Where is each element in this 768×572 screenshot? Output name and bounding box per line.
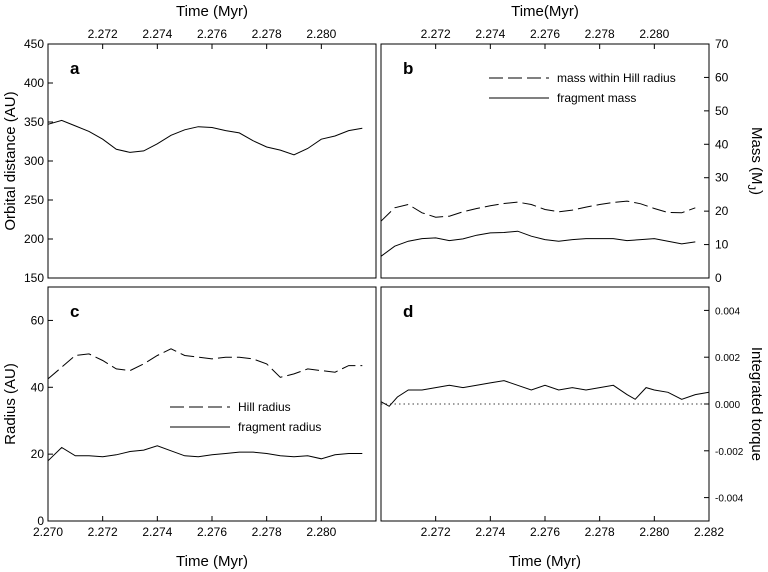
- panel-a: a 150 200 250 300 350 400 450 2.272 2.274 2.276 2.2…: [2, 3, 377, 285]
- y-axis-title: Orbital distance (AU): [2, 91, 19, 230]
- x-tick-label: 2.274: [475, 525, 505, 539]
- x-tick-label: 2.272: [88, 27, 118, 41]
- x-tick-label: 2.272: [421, 27, 451, 41]
- y-tick-label: 400: [24, 76, 44, 90]
- y-tick-label: 250: [24, 193, 44, 207]
- legend-label: fragment mass: [557, 91, 636, 105]
- y-tick-label: 60: [31, 313, 45, 327]
- y-tick-label: 60: [715, 70, 729, 84]
- y-axis-title: Integrated torque: [748, 347, 765, 461]
- panel-a-frame: [47, 43, 377, 279]
- y-tick-label: 0: [715, 271, 722, 285]
- y-tick-label: 10: [715, 238, 729, 252]
- panel-c-frame: [47, 286, 377, 522]
- y-tick-label: 70: [715, 37, 729, 51]
- legend-label: mass within Hill radius: [557, 71, 676, 85]
- y-tick-label: 450: [24, 37, 44, 51]
- y-tick-label: 20: [31, 447, 45, 461]
- y-axis-title: Radius (AU): [2, 363, 19, 445]
- y-tick-label: 300: [24, 154, 44, 168]
- x-tick-label: 2.276: [197, 27, 227, 41]
- y-tick-label: 0.000: [715, 400, 740, 411]
- y-tick-label: 30: [715, 171, 729, 185]
- y-tick-label: 40: [31, 380, 45, 394]
- y-tick-label: -0.002: [715, 447, 744, 458]
- panel-label: c: [70, 302, 79, 321]
- panel-d-frame: [380, 286, 710, 522]
- panel-label: b: [403, 59, 413, 78]
- panel-c: c 0 20 40 60 2.270 2.272 2.274 2.276 2.278 2.280 Ti…: [2, 286, 377, 570]
- x-tick-label: 2.278: [252, 27, 282, 41]
- panel-d: d -0.004 -0.002 0.000 0.002 0.004 2.272 2.274 2.…: [380, 286, 765, 570]
- x-tick-label: 2.272: [421, 525, 451, 539]
- legend-label: Hill radius: [238, 400, 291, 414]
- y-tick-label: -0.004: [715, 494, 744, 505]
- y-axis-title: Mass (MJ): [745, 127, 765, 195]
- series-line-a-0: [47, 119, 363, 156]
- x-tick-label: 2.280: [306, 525, 336, 539]
- y-tick-label: 0.002: [715, 353, 740, 364]
- x-tick-label: 2.276: [197, 525, 227, 539]
- y-tick-label: 40: [715, 137, 729, 151]
- x-tick-label: 2.274: [142, 525, 172, 539]
- x-axis-title: Time (Myr): [509, 553, 581, 570]
- x-tick-label: 2.276: [530, 525, 560, 539]
- x-tick-label: 2.278: [252, 525, 282, 539]
- series-line-c-1: [47, 445, 363, 462]
- x-tick-label: 2.280: [639, 525, 669, 539]
- x-tick-label: 2.278: [585, 27, 615, 41]
- y-tick-label: 50: [715, 104, 729, 118]
- panel-label: a: [70, 59, 80, 78]
- y-tick-label: 20: [715, 204, 729, 218]
- legend-label: fragment radius: [238, 420, 321, 434]
- series-line-c-0: [47, 348, 363, 380]
- x-tick-label: 2.274: [475, 27, 505, 41]
- x-tick-label: 2.272: [88, 525, 118, 539]
- x-tick-label: 2.276: [530, 27, 560, 41]
- x-tick-label: 2.274: [142, 27, 172, 41]
- x-axis-title: Time (Myr): [176, 553, 248, 570]
- y-tick-label: 150: [24, 271, 44, 285]
- y-tick-label: 0.004: [715, 306, 740, 317]
- y-tick-label: 200: [24, 232, 44, 246]
- series-line-b-0: [380, 200, 696, 222]
- x-axis-title: Time (Myr): [176, 3, 248, 20]
- y-tick-label: 0: [37, 514, 44, 528]
- y-tick-label: 350: [24, 115, 44, 129]
- x-axis-title: Time(Myr): [511, 3, 579, 20]
- panel-label: d: [403, 302, 413, 321]
- series-line-d-0: [380, 380, 710, 407]
- panel-b: b 0 10 20 30 40 50 60 70 2.272 2.274 2.276 2.278 2.28…: [380, 3, 765, 285]
- x-tick-label: 2.270: [33, 525, 63, 539]
- x-tick-label: 2.280: [639, 27, 669, 41]
- x-tick-label: 2.282: [694, 525, 724, 539]
- x-tick-label: 2.278: [585, 525, 615, 539]
- x-tick-label: 2.280: [306, 27, 336, 41]
- series-line-b-1: [380, 230, 696, 257]
